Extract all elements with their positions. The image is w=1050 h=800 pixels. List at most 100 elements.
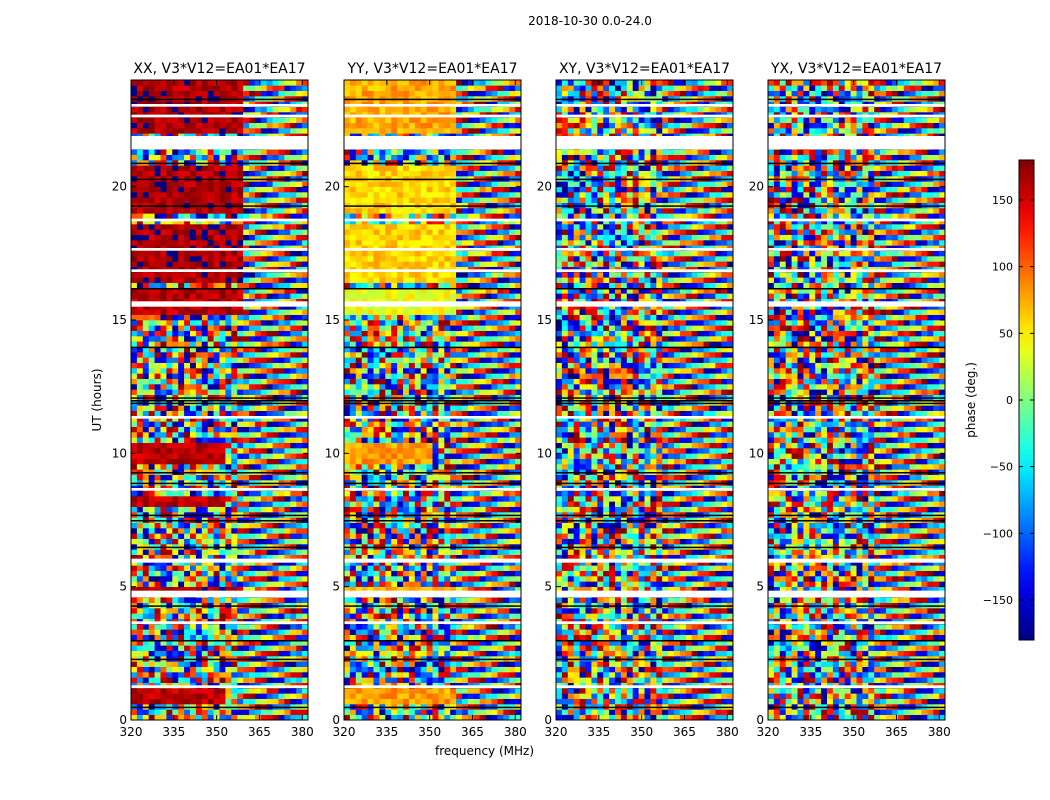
heatmap-cell bbox=[254, 661, 262, 667]
heatmap-cell bbox=[444, 640, 451, 646]
heatmap-cell bbox=[260, 368, 267, 374]
heatmap-cell bbox=[266, 250, 273, 257]
heatmap-cell bbox=[391, 522, 398, 529]
heatmap-cell bbox=[254, 458, 262, 465]
heatmap-cell bbox=[284, 320, 291, 326]
heatmap-cell bbox=[260, 586, 267, 593]
heatmap-cell bbox=[456, 581, 463, 587]
heatmap-cell bbox=[450, 629, 457, 635]
heatmap-cell bbox=[278, 634, 285, 641]
heatmap-cell bbox=[213, 314, 220, 321]
heatmap-cell bbox=[237, 277, 244, 283]
heatmap-cell bbox=[278, 650, 285, 657]
heatmap-cell bbox=[414, 661, 421, 667]
heatmap-cell bbox=[296, 277, 303, 283]
heatmap-cell bbox=[142, 533, 149, 539]
heatmap-cell bbox=[296, 368, 303, 374]
heatmap-cell bbox=[148, 570, 155, 577]
heatmap-cell bbox=[148, 432, 155, 438]
heatmap-cell bbox=[462, 661, 469, 667]
heatmap-cell bbox=[272, 368, 279, 374]
heatmap-cell bbox=[172, 432, 179, 438]
heatmap-cell bbox=[142, 629, 149, 635]
heatmap-cell bbox=[148, 80, 155, 86]
heatmap-cell bbox=[444, 666, 451, 673]
heatmap-cell bbox=[266, 149, 273, 155]
heatmap-cell bbox=[154, 352, 161, 358]
heatmap-cell bbox=[266, 677, 273, 683]
heatmap-cell bbox=[231, 384, 238, 390]
heatmap-cell bbox=[254, 192, 262, 198]
heatmap-cell bbox=[355, 624, 362, 630]
heatmap-cell bbox=[420, 640, 427, 646]
heatmap-cell bbox=[172, 464, 179, 470]
heatmap-cell bbox=[260, 709, 267, 715]
heatmap-cell bbox=[131, 181, 138, 187]
heatmap-cell bbox=[195, 538, 203, 545]
heatmap-cell bbox=[195, 282, 203, 289]
heatmap-cell bbox=[184, 224, 191, 230]
heatmap-cell bbox=[254, 293, 262, 299]
heatmap-cell bbox=[361, 522, 368, 529]
heatmap-cell bbox=[237, 442, 244, 449]
heatmap-cell bbox=[231, 506, 238, 513]
heatmap-cell bbox=[290, 373, 297, 379]
heatmap-cell bbox=[249, 629, 256, 635]
heatmap-cell bbox=[178, 570, 185, 577]
heatmap-cell bbox=[184, 234, 191, 241]
heatmap-cell bbox=[142, 474, 149, 481]
heatmap-cell bbox=[479, 528, 486, 534]
heatmap-cell bbox=[284, 496, 291, 502]
heatmap-cell bbox=[385, 650, 392, 657]
heatmap-cell bbox=[432, 666, 439, 673]
heatmap-cell bbox=[131, 421, 138, 427]
heatmap-cell bbox=[379, 586, 386, 593]
heatmap-cell bbox=[184, 490, 191, 497]
heatmap-cell bbox=[432, 576, 439, 582]
heatmap-cell bbox=[136, 368, 144, 374]
heatmap-cell bbox=[249, 106, 256, 113]
heatmap-cell bbox=[131, 154, 138, 161]
heatmap-cell bbox=[479, 554, 486, 561]
heatmap-cell bbox=[166, 293, 173, 299]
heatmap-cell bbox=[178, 234, 185, 241]
heatmap-cell bbox=[278, 464, 285, 470]
heatmap-cell bbox=[166, 458, 173, 465]
heatmap-cell bbox=[278, 85, 285, 91]
heatmap-cell bbox=[467, 554, 475, 561]
heatmap-cell bbox=[184, 229, 191, 235]
heatmap-cell bbox=[272, 570, 279, 577]
heatmap-cell bbox=[213, 90, 220, 97]
heatmap-cell bbox=[290, 208, 297, 214]
heatmap-cell bbox=[296, 314, 303, 321]
heatmap-cell bbox=[379, 709, 386, 715]
heatmap-cell bbox=[302, 458, 309, 465]
heatmap-cell bbox=[432, 528, 439, 534]
heatmap-cell bbox=[260, 186, 267, 193]
heatmap-cell bbox=[485, 613, 492, 619]
heatmap-cell bbox=[178, 314, 185, 321]
heatmap-cell bbox=[154, 378, 161, 385]
heatmap-cell bbox=[302, 288, 309, 294]
heatmap-cell bbox=[195, 490, 203, 497]
heatmap-cell bbox=[515, 576, 522, 582]
heatmap-cell bbox=[172, 442, 179, 449]
heatmap-cell bbox=[213, 336, 220, 342]
heatmap-cell bbox=[166, 570, 173, 577]
heatmap-cell bbox=[432, 661, 439, 667]
heatmap-cell bbox=[237, 149, 244, 155]
heatmap-cell bbox=[278, 501, 285, 507]
heatmap-cell bbox=[195, 613, 203, 619]
heatmap-cell bbox=[249, 240, 256, 246]
heatmap-cell bbox=[272, 426, 279, 433]
heatmap-cell bbox=[201, 570, 208, 577]
heatmap-cell bbox=[136, 389, 144, 395]
heatmap-cell bbox=[207, 218, 214, 225]
heatmap-cell bbox=[172, 106, 179, 113]
heatmap-cell bbox=[131, 256, 138, 262]
heatmap-cell bbox=[473, 522, 480, 529]
heatmap-cell bbox=[136, 709, 144, 715]
heatmap-cell bbox=[148, 581, 155, 587]
heatmap-cell bbox=[408, 677, 416, 683]
heatmap-cell bbox=[219, 218, 226, 225]
